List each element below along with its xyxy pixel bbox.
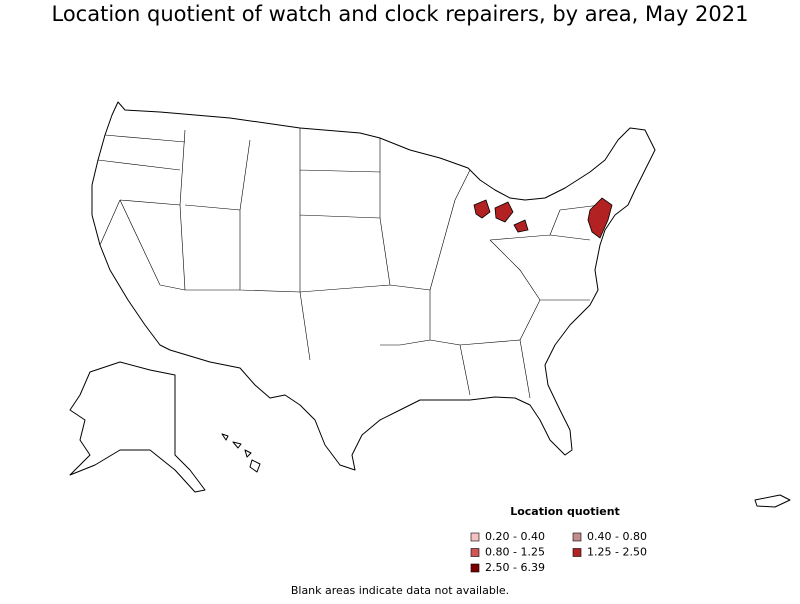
legend-swatch [470,548,480,557]
state-borders [97,128,601,399]
legend-label: 1.25 - 2.50 [587,546,647,559]
area-cleveland [513,219,529,233]
legend-title: Location quotient [510,505,620,518]
legend-label: 0.80 - 1.25 [485,546,545,559]
legend-swatch [470,563,480,573]
legend-label: 2.50 - 6.39 [485,561,545,574]
legend-label: 0.40 - 0.80 [587,530,647,543]
legend-swatch [470,532,480,542]
map-title: Location quotient of watch and clock rep… [52,2,749,26]
legend-swatch [572,548,582,557]
area-grand-rapids [473,199,491,219]
legend: Location quotient 0.20 - 0.40 0.40 - 0.80… [470,505,647,574]
alaska [69,361,206,493]
area-new-york [587,197,613,239]
footnote: Blank areas indicate data not available. [291,584,509,597]
us-map [69,101,791,508]
area-detroit [494,201,514,223]
legend-label: 0.20 - 0.40 [485,530,545,543]
hawaii [221,433,261,473]
legend-swatch [572,532,582,542]
puerto-rico [754,494,791,508]
